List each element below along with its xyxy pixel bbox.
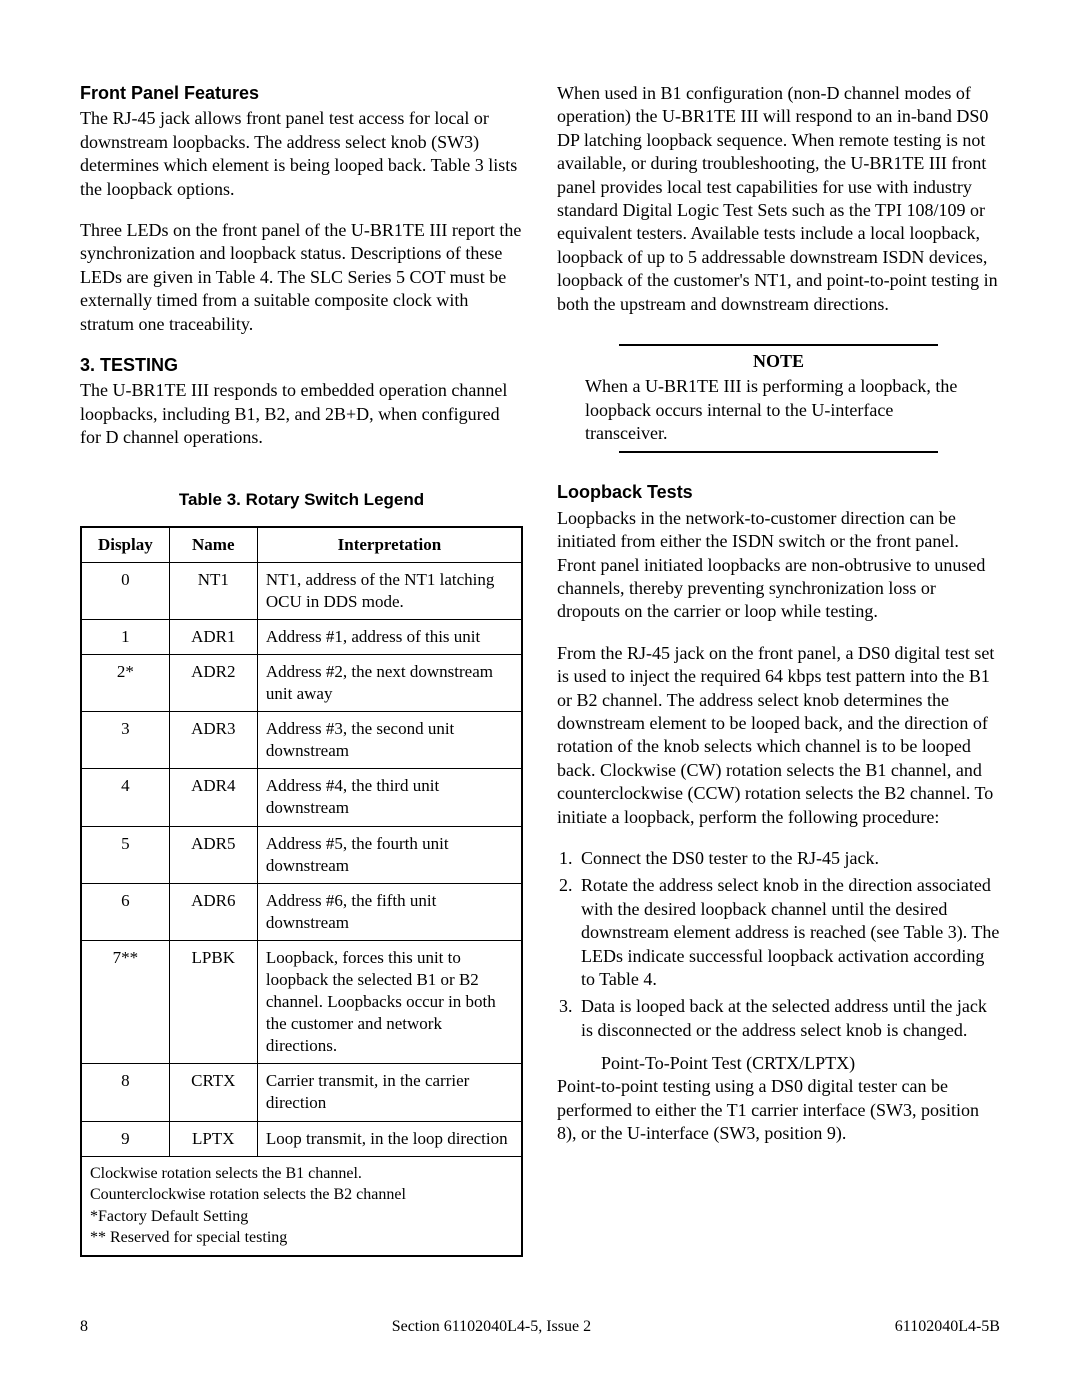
footer-section: Section 61102040L4-5, Issue 2	[392, 1317, 591, 1338]
cell-display: 6	[81, 883, 169, 940]
subheading-ptp: Point-To-Point Test (CRTX/LPTX)	[601, 1052, 1000, 1075]
cell-display: 7**	[81, 940, 169, 1063]
para-right-1: When used in B1 configuration (non-D cha…	[557, 82, 1000, 316]
th-interpretation: Interpretation	[257, 527, 522, 563]
cell-display: 8	[81, 1064, 169, 1121]
para-testing-1: The U-BR1TE III responds to embedded ope…	[80, 379, 523, 449]
footer-page-number: 8	[80, 1317, 88, 1338]
para-front-panel-1: The RJ-45 jack allows front panel test a…	[80, 107, 523, 201]
cell-interpretation: Loop transmit, in the loop direction	[257, 1121, 522, 1156]
cell-name: ADR2	[169, 654, 257, 711]
cell-interpretation: Address #5, the fourth unit downstream	[257, 826, 522, 883]
table-row: 0NT1NT1, address of the NT1 latching OCU…	[81, 562, 522, 619]
cell-name: NT1	[169, 562, 257, 619]
th-name: Name	[169, 527, 257, 563]
para-front-panel-2: Three LEDs on the front panel of the U-B…	[80, 219, 523, 336]
note-rule-bottom	[619, 451, 938, 453]
cell-name: CRTX	[169, 1064, 257, 1121]
footer-doc-id: 61102040L4-5B	[895, 1317, 1000, 1338]
note-title: NOTE	[557, 350, 1000, 373]
cell-name: ADR4	[169, 769, 257, 826]
note-rule-top	[619, 344, 938, 346]
cell-interpretation: Address #4, the third unit downstream	[257, 769, 522, 826]
cell-display: 4	[81, 769, 169, 826]
table-3-title: Table 3. Rotary Switch Legend	[80, 489, 523, 511]
table-footer-row: Clockwise rotation selects the B1 channe…	[81, 1156, 522, 1256]
cell-display: 3	[81, 712, 169, 769]
heading-front-panel: Front Panel Features	[80, 82, 523, 105]
table-row: 7**LPBKLoopback, forces this unit to loo…	[81, 940, 522, 1063]
note-text: When a U-BR1TE III is performing a loopb…	[557, 373, 1000, 451]
two-column-layout: Front Panel Features The RJ-45 jack allo…	[80, 82, 1000, 1257]
procedure-step: Connect the DS0 tester to the RJ-45 jack…	[577, 847, 1000, 870]
cell-interpretation: Loopback, forces this unit to loopback t…	[257, 940, 522, 1063]
table-row: 8CRTXCarrier transmit, in the carrier di…	[81, 1064, 522, 1121]
cell-interpretation: Address #3, the second unit downstream	[257, 712, 522, 769]
heading-testing: 3. TESTING	[80, 354, 523, 377]
page-footer: 8 Section 61102040L4-5, Issue 2 61102040…	[80, 1317, 1000, 1338]
cell-display: 0	[81, 562, 169, 619]
table-row: 4ADR4Address #4, the third unit downstre…	[81, 769, 522, 826]
table-row: 6ADR6Address #6, the fifth unit downstre…	[81, 883, 522, 940]
cell-display: 2*	[81, 654, 169, 711]
table-header-row: Display Name Interpretation	[81, 527, 522, 563]
table-rotary-switch: Display Name Interpretation 0NT1NT1, add…	[80, 526, 523, 1257]
para-loopback-2: From the RJ-45 jack on the front panel, …	[557, 642, 1000, 829]
note-box: NOTE When a U-BR1TE III is performing a …	[557, 340, 1000, 458]
heading-loopback-tests: Loopback Tests	[557, 481, 1000, 504]
cell-interpretation: Address #2, the next downstream unit awa…	[257, 654, 522, 711]
table-row: 5ADR5Address #5, the fourth unit downstr…	[81, 826, 522, 883]
cell-interpretation: Address #1, address of this unit	[257, 619, 522, 654]
procedure-list: Connect the DS0 tester to the RJ-45 jack…	[557, 847, 1000, 1042]
left-column: Front Panel Features The RJ-45 jack allo…	[80, 82, 523, 1257]
cell-interpretation: NT1, address of the NT1 latching OCU in …	[257, 562, 522, 619]
cell-name: ADR3	[169, 712, 257, 769]
procedure-step: Data is looped back at the selected addr…	[577, 995, 1000, 1042]
cell-display: 5	[81, 826, 169, 883]
cell-display: 9	[81, 1121, 169, 1156]
table-footer-cell: Clockwise rotation selects the B1 channe…	[81, 1156, 522, 1256]
table-row: 9LPTXLoop transmit, in the loop directio…	[81, 1121, 522, 1156]
cell-interpretation: Address #6, the fifth unit downstream	[257, 883, 522, 940]
table-row: 2*ADR2Address #2, the next downstream un…	[81, 654, 522, 711]
cell-interpretation: Carrier transmit, in the carrier directi…	[257, 1064, 522, 1121]
th-display: Display	[81, 527, 169, 563]
procedure-step: Rotate the address select knob in the di…	[577, 874, 1000, 991]
cell-name: ADR5	[169, 826, 257, 883]
cell-name: ADR1	[169, 619, 257, 654]
cell-display: 1	[81, 619, 169, 654]
table-row: 1ADR1Address #1, address of this unit	[81, 619, 522, 654]
cell-name: LPBK	[169, 940, 257, 1063]
cell-name: LPTX	[169, 1121, 257, 1156]
cell-name: ADR6	[169, 883, 257, 940]
right-column: When used in B1 configuration (non-D cha…	[557, 82, 1000, 1257]
table-row: 3ADR3Address #3, the second unit downstr…	[81, 712, 522, 769]
para-ptp: Point-to-point testing using a DS0 digit…	[557, 1075, 1000, 1145]
para-loopback-1: Loopbacks in the network-to-customer dir…	[557, 507, 1000, 624]
